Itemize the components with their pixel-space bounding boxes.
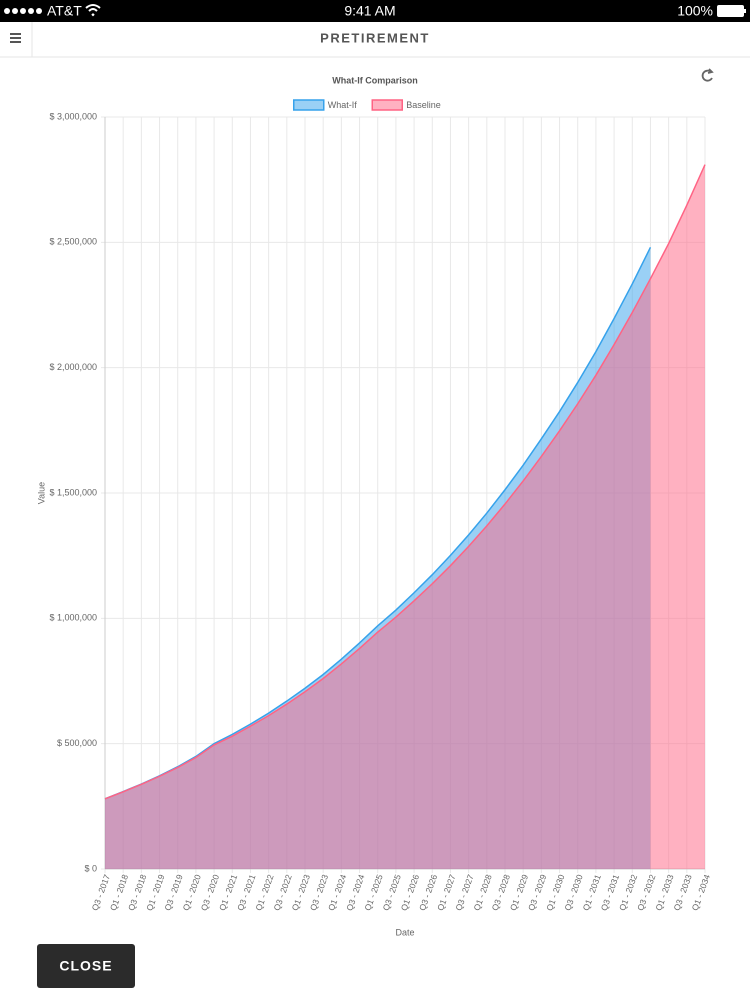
refresh-button[interactable]	[701, 68, 714, 82]
legend-label: What-If	[328, 100, 358, 110]
legend-swatch	[293, 99, 325, 111]
line	[104, 164, 706, 800]
y-tick-label: $ 1,000,000	[49, 613, 97, 623]
close-button-label: CLOSE	[59, 958, 112, 974]
y-axis-title: Value	[36, 482, 46, 504]
signal	[4, 8, 42, 14]
battery-icon	[717, 5, 744, 17]
legend-label: Baseline	[406, 100, 441, 110]
clock: 9:41 AM	[344, 3, 395, 19]
y-tick-label: $ 0	[84, 863, 97, 873]
nav-bar	[0, 22, 750, 57]
battery-tip	[744, 9, 746, 13]
x-axis-title: Date	[395, 927, 414, 937]
carrier: AT&T	[47, 3, 82, 19]
y-tick-label: $ 2,500,000	[49, 237, 97, 247]
line	[104, 247, 652, 800]
chart-title: What-If Comparison	[332, 75, 418, 85]
nav-title: PRETIREMENT	[320, 30, 430, 45]
status-bar	[0, 0, 750, 22]
y-tick-label: $ 3,000,000	[49, 111, 97, 121]
area	[105, 164, 705, 870]
battery-text: 100%	[677, 3, 713, 19]
close-button[interactable]	[37, 944, 135, 988]
legend-swatch	[371, 99, 403, 111]
y-tick-label: $ 500,000	[57, 738, 97, 748]
y-tick-label: $ 2,000,000	[49, 362, 97, 372]
wifi-icon	[85, 4, 101, 17]
y-tick-label: $ 1,500,000	[49, 487, 97, 497]
menu-button[interactable]	[10, 33, 21, 43]
